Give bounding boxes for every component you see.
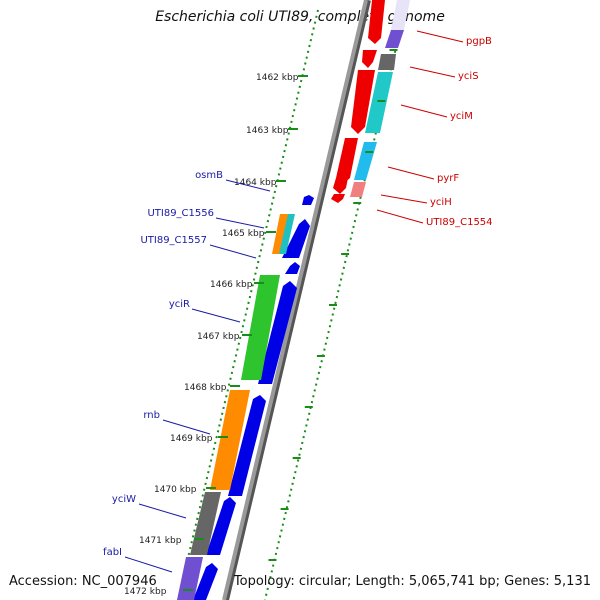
feature-yciM-region [365, 72, 393, 133]
backbone-ring [222, 0, 368, 600]
accession-text: Accession: NC_007946 [9, 574, 157, 589]
cds-UTI89_C1557 [285, 262, 300, 274]
cds-pgpB [368, 0, 385, 44]
cds-osmB [302, 195, 314, 205]
kbp-label: 1465 kbp [222, 229, 265, 239]
cds-yciS [362, 50, 377, 68]
gene-label-leader [225, 179, 271, 192]
gene-label-leader [400, 104, 448, 118]
gene-label-leader [387, 166, 435, 180]
gene-label: yciH [430, 197, 452, 208]
gene-label: pgpB [466, 36, 492, 47]
gene-label-leader [124, 556, 173, 573]
gene-label-leader [138, 503, 187, 519]
feature-pgpB-light [391, 0, 410, 30]
feature-yciR-region [241, 275, 280, 380]
cds-pyrF [336, 138, 358, 184]
feature-yciS-region [378, 54, 396, 70]
cds-yciH [333, 178, 348, 194]
kbp-label: 1464 kbp [234, 178, 277, 188]
cds-UTI89_C1556 [282, 219, 310, 258]
gene-label-leader [416, 30, 464, 43]
kbp-label: 1471 kbp [139, 536, 182, 546]
kbp-scale: 1462 kbp 1463 kbp 1464 kbp 1465 kbp 1466 kbp… [124, 73, 299, 597]
kbp-label: 1470 kbp [154, 485, 197, 495]
cds-yciR [258, 281, 297, 384]
forward-gene-labels: osmB UTI89_C1556 UTI89_C1557 yciR rnb yciW fab… [103, 170, 271, 573]
gene-label: pyrF [437, 173, 459, 184]
feature-pyrF-region [354, 142, 377, 180]
kbp-label: 1463 kbp [246, 126, 289, 136]
reverse-strand-cds [331, 0, 385, 203]
kbp-label: 1469 kbp [170, 434, 213, 444]
feature-yciH-region [350, 182, 366, 197]
gene-label: rnb [143, 410, 160, 421]
feature-rnb-region [210, 390, 250, 490]
feature-pgpB-region [385, 30, 404, 48]
gene-label-leader [409, 66, 456, 78]
gene-label: yciW [112, 494, 136, 505]
gene-label-leader [162, 419, 211, 435]
gene-label-leader [209, 244, 257, 259]
gene-label: yciS [458, 71, 479, 82]
kbp-label: 1472 kbp [124, 587, 167, 597]
gene-label: fabI [103, 547, 122, 558]
gene-label: yciR [169, 299, 190, 310]
gene-label: UTI89_C1556 [147, 208, 214, 219]
feature-osmB-region [272, 214, 289, 254]
cds-UTI89_C1554 [331, 194, 345, 203]
inner-dotted-ring [264, 9, 406, 600]
kbp-label: 1468 kbp [184, 383, 227, 393]
cds-fabI [193, 563, 218, 600]
gene-label: osmB [195, 170, 223, 181]
cds-yciW [206, 497, 236, 555]
kbp-label: 1467 kbp [197, 332, 240, 342]
axis-ticks [183, 49, 398, 591]
gene-label-leader [380, 194, 428, 204]
reverse-gene-labels: pgpB yciS yciM pyrF yciH UTI89_C1554 [376, 30, 493, 228]
forward-strand-cds [193, 195, 314, 600]
feature-UTI89_C1556-region [279, 214, 295, 254]
cds-rnb [228, 395, 266, 496]
cds-yciM [351, 70, 375, 134]
gene-label-leader [215, 217, 265, 229]
kbp-label: 1462 kbp [256, 73, 299, 83]
gene-label-leader [191, 308, 241, 323]
genome-summary-text: Topology: circular; Length: 5,065,741 bp… [233, 574, 591, 589]
gene-label: yciM [450, 111, 473, 122]
gene-label-leader [376, 209, 424, 224]
gene-label: UTI89_C1554 [426, 217, 493, 228]
kbp-label: 1466 kbp [210, 280, 253, 290]
outer-dotted-ring [177, 9, 319, 600]
gene-label: UTI89_C1557 [140, 235, 207, 246]
